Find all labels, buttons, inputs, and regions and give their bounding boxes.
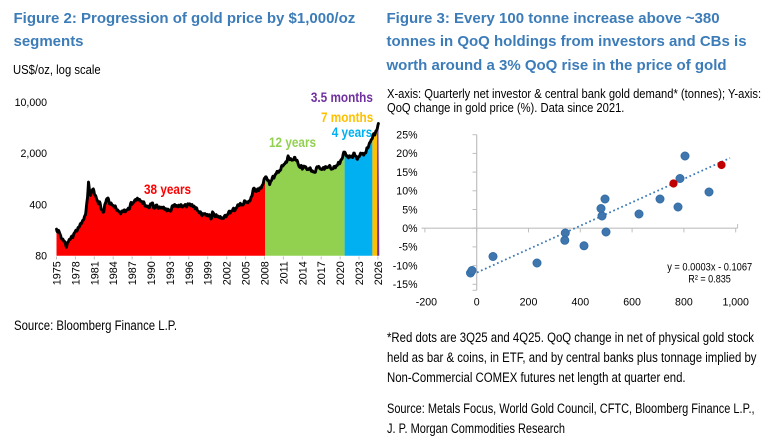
svg-text:R² = 0.835: R² = 0.835 — [688, 274, 731, 286]
svg-text:2,000: 2,000 — [20, 148, 47, 160]
svg-text:2023: 2023 — [354, 261, 366, 285]
svg-text:2014: 2014 — [297, 261, 309, 285]
svg-text:2008: 2008 — [260, 261, 272, 285]
svg-text:2011: 2011 — [278, 261, 290, 284]
svg-text:600: 600 — [623, 297, 641, 309]
svg-text:1,000: 1,000 — [722, 297, 749, 309]
svg-text:1993: 1993 — [165, 261, 177, 285]
svg-text:1975: 1975 — [52, 261, 64, 285]
svg-text:20%: 20% — [396, 148, 418, 160]
svg-text:0: 0 — [474, 297, 480, 309]
svg-text:1981: 1981 — [89, 261, 101, 285]
svg-text:-200: -200 — [416, 297, 437, 309]
svg-text:1984: 1984 — [108, 261, 120, 285]
svg-text:25%: 25% — [396, 130, 418, 142]
svg-text:1990: 1990 — [146, 261, 158, 285]
svg-text:80: 80 — [35, 251, 47, 263]
svg-text:0%: 0% — [402, 223, 418, 235]
svg-text:1996: 1996 — [184, 261, 196, 285]
svg-text:2002: 2002 — [222, 261, 234, 285]
svg-text:2026: 2026 — [373, 261, 385, 285]
svg-text:5%: 5% — [402, 204, 418, 216]
svg-text:-15%: -15% — [393, 279, 418, 291]
svg-text:2017: 2017 — [316, 261, 328, 285]
svg-text:y = 0.0003x - 0.1067: y = 0.0003x - 0.1067 — [667, 261, 752, 273]
svg-text:15%: 15% — [396, 167, 418, 179]
svg-text:2005: 2005 — [241, 261, 253, 285]
svg-text:-5%: -5% — [399, 242, 418, 254]
svg-text:10%: 10% — [396, 186, 418, 198]
svg-text:1978: 1978 — [70, 261, 82, 285]
svg-text:400: 400 — [29, 199, 47, 211]
svg-text:10,000: 10,000 — [15, 97, 48, 109]
svg-text:400: 400 — [571, 297, 589, 309]
svg-text:1999: 1999 — [203, 261, 215, 285]
svg-text:1987: 1987 — [127, 261, 139, 285]
svg-text:-10%: -10% — [393, 260, 418, 272]
svg-text:2020: 2020 — [335, 261, 347, 285]
svg-text:800: 800 — [675, 297, 693, 309]
svg-text:200: 200 — [520, 297, 538, 309]
